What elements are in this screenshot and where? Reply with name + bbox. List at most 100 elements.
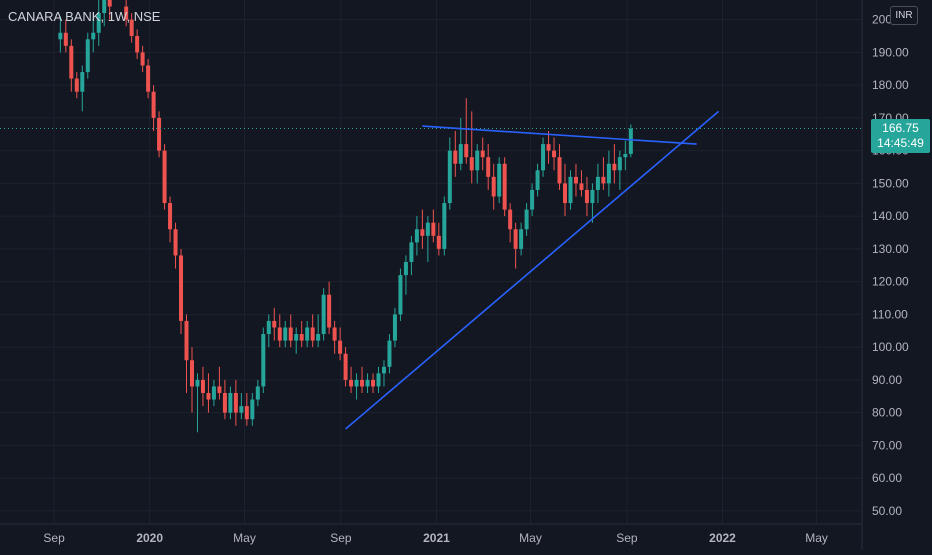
price-tick-label: 80.00 <box>872 406 902 420</box>
candle <box>107 0 112 20</box>
candle-body <box>299 334 304 341</box>
candle-body <box>464 144 469 158</box>
candle-body <box>491 176 496 197</box>
candle <box>63 19 68 53</box>
time-tick-label: May <box>519 531 542 545</box>
candle-body <box>552 150 557 158</box>
candle <box>239 393 244 420</box>
candle <box>80 65 85 112</box>
candle-body <box>151 91 156 118</box>
candle <box>233 379 238 426</box>
candle-body <box>431 222 436 236</box>
candle <box>184 314 189 393</box>
candle-body <box>436 235 441 249</box>
currency-badge[interactable]: INR <box>890 6 918 25</box>
candle <box>91 13 96 53</box>
candle <box>85 32 90 79</box>
candle <box>508 203 513 243</box>
candle-body <box>211 386 216 400</box>
candle <box>316 314 321 348</box>
candle <box>255 379 260 407</box>
candle-body <box>140 52 145 66</box>
candle <box>327 281 332 335</box>
candle-body <box>398 275 403 315</box>
candle <box>228 386 233 420</box>
candle-body <box>233 393 238 413</box>
price-tick-label: 130.00 <box>872 242 909 256</box>
time-tick-label: Sep <box>616 531 638 545</box>
price-tick-label: 190.00 <box>872 45 909 59</box>
candle-body <box>502 163 507 210</box>
time-tick-label: Sep <box>330 531 352 545</box>
price-tick-label: 70.00 <box>872 438 902 452</box>
candle-body <box>157 117 162 151</box>
candle <box>398 268 403 321</box>
candle <box>376 366 381 393</box>
candle <box>601 157 606 190</box>
candle <box>124 0 129 27</box>
candle-body <box>541 144 546 171</box>
candle <box>294 327 299 354</box>
candle-body <box>442 203 447 249</box>
candle <box>623 140 628 171</box>
candle-body <box>310 327 315 341</box>
candle-body <box>628 128 633 154</box>
candle-body <box>563 183 568 204</box>
candle-body <box>508 209 513 230</box>
time-axis[interactable]: Sep 2020 May Sep 2021 May Sep 2022 May <box>0 523 862 545</box>
candle <box>321 288 326 341</box>
trendlines[interactable] <box>0 110 862 430</box>
last-price-value: 166.75 <box>882 120 919 135</box>
time-tick-label: 2022 <box>709 531 736 545</box>
support-trendline[interactable] <box>345 110 720 430</box>
candles <box>58 0 633 433</box>
time-tick-label: Sep <box>43 531 65 545</box>
candle-body <box>85 39 90 73</box>
candle <box>392 307 397 348</box>
candle-body <box>195 379 200 387</box>
candle-body <box>96 13 101 33</box>
candle <box>195 373 200 433</box>
last-price-badge: 166.75 14:45:49 <box>871 118 930 153</box>
candle-body <box>579 183 584 190</box>
candle-body <box>475 150 480 171</box>
candle <box>617 150 622 190</box>
candle <box>129 13 134 43</box>
candle <box>244 393 249 426</box>
candle <box>606 150 611 197</box>
candle-body <box>222 393 227 413</box>
candle <box>387 334 392 374</box>
candle-body <box>327 294 332 328</box>
price-axis[interactable]: 200.00190.00180.00170.00160.00150.00140.… <box>861 0 932 550</box>
candle <box>447 137 452 210</box>
price-tick-label: 60.00 <box>872 471 902 485</box>
candle-body <box>354 379 359 387</box>
candle-body <box>189 360 194 387</box>
candle <box>628 124 633 158</box>
candle-body <box>590 189 595 204</box>
candle <box>349 366 354 393</box>
candle <box>595 163 600 204</box>
candle <box>200 366 205 407</box>
candle <box>283 320 288 348</box>
resistance-trendline[interactable] <box>422 125 697 145</box>
candle-body <box>497 163 502 197</box>
candle <box>277 314 282 348</box>
candle-body <box>332 327 337 341</box>
price-tick-label: 90.00 <box>872 373 902 387</box>
candle-body <box>124 6 129 20</box>
candle-body <box>486 157 491 177</box>
candle-body <box>217 386 222 393</box>
candle <box>151 85 156 131</box>
candle <box>261 327 266 393</box>
candle-body <box>294 334 299 341</box>
candle-body <box>360 379 365 387</box>
candle <box>272 307 277 341</box>
candle <box>266 314 271 348</box>
candle-body <box>595 176 600 190</box>
candle <box>135 29 140 59</box>
price-tick-label: 140.00 <box>872 209 909 223</box>
price-tick-label: 100.00 <box>872 340 909 354</box>
